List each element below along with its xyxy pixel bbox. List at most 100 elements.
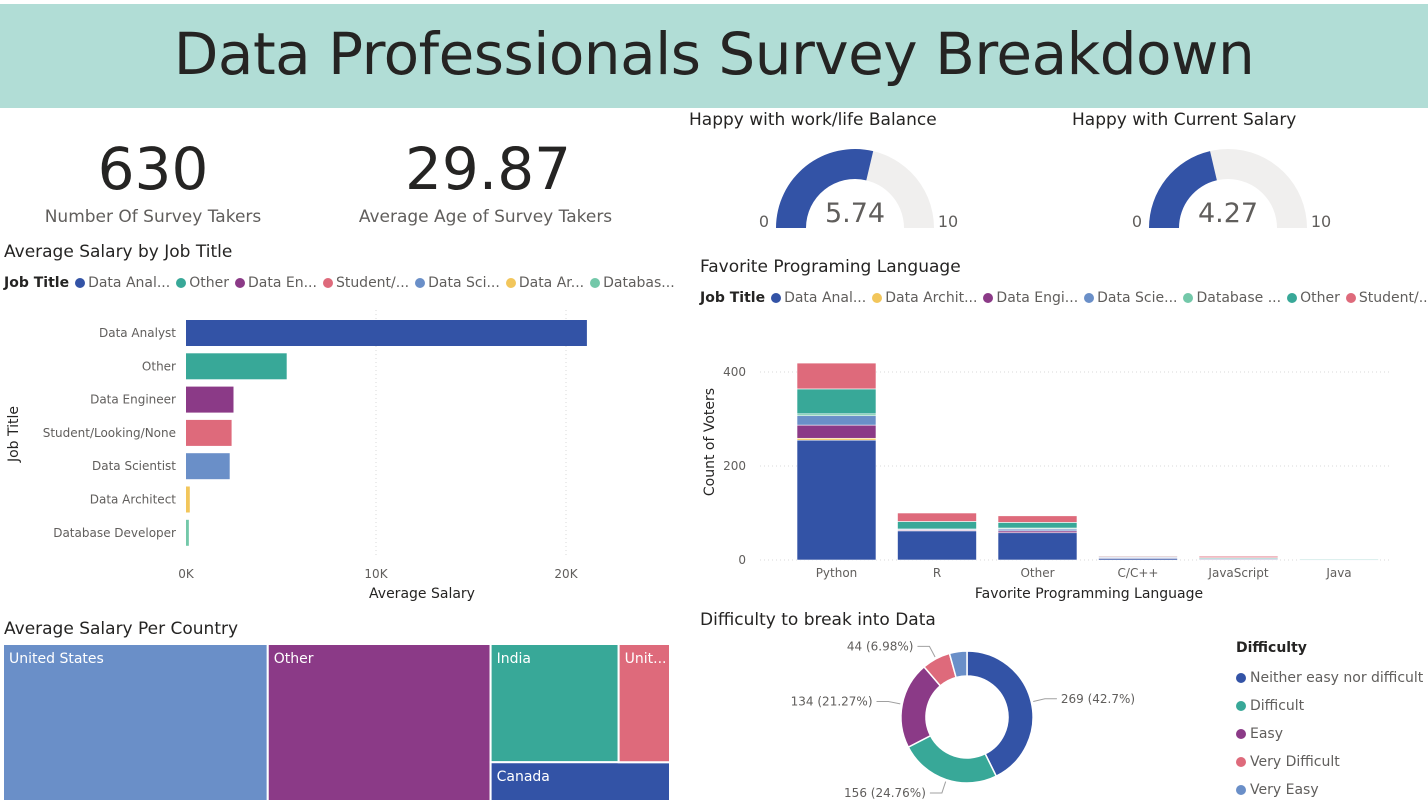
x-tick-label: JavaScript xyxy=(1207,566,1268,580)
country-treemap[interactable]: United States Other India Canada Unit... xyxy=(0,640,680,805)
bar-segment-c-c-student-looking-none[interactable] xyxy=(1098,555,1178,557)
bar-student-looking-none[interactable] xyxy=(186,419,232,446)
gauge-fill[interactable] xyxy=(776,149,874,228)
legend-title: Difficulty xyxy=(1236,640,1307,656)
x-tick-label: 20K xyxy=(554,567,578,581)
legend-item-label: Data Anal... xyxy=(784,290,867,306)
donut-leader-line xyxy=(1033,698,1057,703)
donut-data-label: 269 (42.7%) xyxy=(1061,692,1135,706)
lang-legend-item-database[interactable]: Database ... xyxy=(1183,290,1281,306)
lang-legend-item-other[interactable]: Other xyxy=(1287,290,1340,306)
bar-segment-r-other[interactable] xyxy=(897,521,977,530)
legend-item-label: Data Engi... xyxy=(996,290,1079,306)
bar-segment-python-data-analyst[interactable] xyxy=(796,439,877,561)
difficulty-legend-item-neither-easy-nor-difficult[interactable]: Neither easy nor difficult xyxy=(1236,664,1423,692)
job-legend-item-data-ar[interactable]: Data Ar... xyxy=(505,275,584,291)
legend-item-label: Data Scie... xyxy=(1097,290,1178,306)
legend-dot-icon xyxy=(1183,293,1194,303)
donut-slice-neither-easy-nor-difficult[interactable] xyxy=(966,650,1034,778)
language-legend[interactable]: Job Title Data Anal... Data Archit... Data… xyxy=(700,290,1428,306)
bar-segment-other-data-analyst[interactable] xyxy=(997,532,1078,561)
legend-dot-icon xyxy=(1236,785,1246,795)
donut-data-label: 156 (24.76%) xyxy=(844,786,926,800)
gauges-chart[interactable]: 5.74 0 10 4.27 0 10 xyxy=(0,0,1428,240)
lang-legend-item-data-anal[interactable]: Data Anal... xyxy=(771,290,866,306)
salary-by-job-legend[interactable]: Job Title Data Anal... Other Data En... Stu… xyxy=(4,275,681,291)
treemap-tile-canada[interactable] xyxy=(489,761,671,802)
gauge-max-label: 10 xyxy=(1311,212,1331,231)
salary-by-job-chart[interactable]: 0K 10K 20K Data Analyst Other Data Engineer St… xyxy=(0,300,680,610)
legend-item-label: Other xyxy=(1300,290,1340,306)
bar-segment-python-data-scientist[interactable] xyxy=(796,415,877,426)
lang-legend-item-data-scie[interactable]: Data Scie... xyxy=(1084,290,1177,306)
bar-data-architect[interactable] xyxy=(186,486,190,513)
donut-data-label: 44 (6.98%) xyxy=(847,640,914,653)
gauge-fill[interactable] xyxy=(1149,151,1217,228)
gauge-min-label: 0 xyxy=(759,212,769,231)
legend-dot-icon xyxy=(505,278,516,288)
treemap-tile-united-states[interactable] xyxy=(2,643,269,802)
treemap-label: India xyxy=(497,651,531,667)
difficulty-legend-item-very-difficult[interactable]: Very Difficult xyxy=(1236,748,1423,776)
legend-dot-icon xyxy=(322,278,333,288)
difficulty-donut-chart[interactable]: 269 (42.7%) 156 (24.76%) 134 (21.27%) 44 (6… xyxy=(780,640,1200,805)
y-tick-label: Data Scientist xyxy=(92,459,176,473)
x-tick-label: R xyxy=(933,566,941,580)
kpi-survey-takers-label: Number Of Survey Takers xyxy=(44,207,262,227)
bar-segment-r-data-analyst[interactable] xyxy=(897,530,977,561)
bar-segment-python-data-engineer[interactable] xyxy=(796,424,877,439)
difficulty-legend-item-difficult[interactable]: Difficult xyxy=(1236,692,1423,720)
bar-other[interactable] xyxy=(186,353,287,380)
job-legend-item-data-sci[interactable]: Data Sci... xyxy=(415,275,500,291)
job-legend-item-student[interactable]: Student/... xyxy=(322,275,409,291)
lang-legend-item-data-engi[interactable]: Data Engi... xyxy=(983,290,1078,306)
lang-legend-item-data-archit[interactable]: Data Archit... xyxy=(872,290,977,306)
job-legend-item-other[interactable]: Other xyxy=(176,275,229,291)
difficulty-legend-item-very-easy[interactable]: Very Easy xyxy=(1236,776,1423,804)
job-legend-item-data-en[interactable]: Data En... xyxy=(234,275,317,291)
x-axis-title: Favorite Programming Language xyxy=(975,586,1203,602)
bar-segment-python-student-looking-none[interactable] xyxy=(796,362,877,390)
legend-item-label: Data Anal... xyxy=(88,275,171,291)
gauge-min-label: 0 xyxy=(1132,212,1142,231)
legend-dot-icon xyxy=(1236,701,1246,711)
lang-legend-item-student[interactable]: Student/... xyxy=(1345,290,1428,306)
bar-data-engineer[interactable] xyxy=(186,386,234,413)
legend-dot-icon xyxy=(872,293,883,303)
y-axis-title: Count of Voters xyxy=(702,388,718,496)
difficulty-legend[interactable]: Difficulty Neither easy nor difficult Dif… xyxy=(1236,640,1423,804)
difficulty-legend-item-easy[interactable]: Easy xyxy=(1236,720,1423,748)
treemap-label: Unit... xyxy=(625,651,667,667)
language-chart[interactable]: 0 200 400 Python R Other C/C++ JavaScript Java Fa… xyxy=(690,330,1420,610)
bar-segment-other-other[interactable] xyxy=(997,522,1078,529)
bar-segment-javascript-student-looking-none[interactable] xyxy=(1198,555,1279,558)
donut-slice-very-easy[interactable] xyxy=(948,650,968,679)
donut-leader-line xyxy=(917,645,936,658)
treemap-tile-unit[interactable] xyxy=(617,643,672,764)
bar-segment-other-student-looking-none[interactable] xyxy=(997,515,1078,523)
bar-segment-python-other[interactable] xyxy=(796,388,877,415)
y-tick-label: Other xyxy=(142,359,176,373)
treemap-tile-india[interactable] xyxy=(489,643,620,764)
y-tick-label: Data Analyst xyxy=(99,326,176,340)
job-legend-item-data-anal[interactable]: Data Anal... xyxy=(75,275,170,291)
x-tick-label: Other xyxy=(1020,566,1054,580)
bar-database-developer[interactable] xyxy=(186,519,189,546)
legend-title: Job Title xyxy=(700,290,766,306)
bar-data-scientist[interactable] xyxy=(186,453,230,480)
treemap-tile-other[interactable] xyxy=(266,643,492,802)
bar-segment-java-other[interactable] xyxy=(1299,558,1379,561)
legend-dot-icon xyxy=(1236,673,1246,683)
y-tick-label: 400 xyxy=(723,365,746,379)
legend-item-label: Very Difficult xyxy=(1250,754,1340,770)
kpi-survey-takers-value: 630 xyxy=(97,135,209,203)
bar-segment-r-student-looking-none[interactable] xyxy=(897,512,977,522)
job-legend-item-databas[interactable]: Databas... xyxy=(590,275,675,291)
legend-item-label: Data En... xyxy=(247,275,317,291)
legend-dot-icon xyxy=(75,278,86,288)
legend-dot-icon xyxy=(771,293,782,303)
y-tick-label: 200 xyxy=(723,459,746,473)
bar-data-analyst[interactable] xyxy=(186,320,587,346)
legend-title: Job Title xyxy=(4,275,70,291)
donut-slice-difficult[interactable] xyxy=(907,734,998,784)
